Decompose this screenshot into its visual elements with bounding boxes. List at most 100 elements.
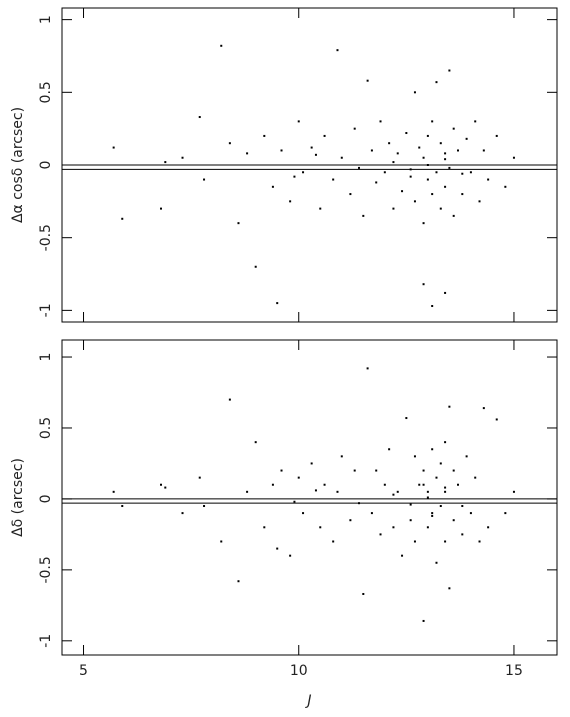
y-tick-label: 1 bbox=[38, 353, 54, 362]
point bbox=[112, 490, 115, 493]
point bbox=[482, 149, 485, 152]
point bbox=[426, 178, 429, 181]
point bbox=[478, 200, 481, 203]
point bbox=[439, 207, 442, 210]
point bbox=[237, 222, 240, 225]
point bbox=[413, 91, 416, 94]
point bbox=[413, 455, 416, 458]
point bbox=[332, 178, 335, 181]
point bbox=[474, 476, 477, 479]
point bbox=[444, 152, 447, 155]
point bbox=[478, 540, 481, 543]
point bbox=[418, 146, 421, 149]
point bbox=[409, 519, 412, 522]
point bbox=[435, 81, 438, 84]
point bbox=[181, 512, 184, 515]
point bbox=[504, 185, 507, 188]
point bbox=[362, 214, 365, 217]
point bbox=[431, 448, 434, 451]
point bbox=[431, 305, 434, 308]
point bbox=[418, 483, 421, 486]
point bbox=[203, 178, 206, 181]
y-tick-label: 0 bbox=[38, 161, 54, 170]
point bbox=[444, 441, 447, 444]
point bbox=[228, 142, 231, 145]
x-tick-label: 15 bbox=[505, 663, 523, 679]
point bbox=[383, 483, 386, 486]
point bbox=[461, 172, 464, 175]
point bbox=[254, 265, 257, 268]
x-tick-label: 10 bbox=[290, 663, 308, 679]
point bbox=[431, 193, 434, 196]
point bbox=[160, 207, 162, 210]
point bbox=[431, 512, 434, 515]
point bbox=[302, 171, 305, 174]
point bbox=[444, 490, 447, 493]
point bbox=[358, 166, 360, 169]
point bbox=[276, 547, 279, 550]
point bbox=[314, 153, 317, 156]
point bbox=[465, 137, 468, 140]
point bbox=[465, 455, 468, 458]
point bbox=[332, 540, 335, 543]
point bbox=[271, 483, 274, 486]
point bbox=[435, 561, 438, 564]
point bbox=[461, 505, 464, 508]
point bbox=[263, 526, 266, 529]
point bbox=[426, 490, 429, 493]
point bbox=[422, 156, 425, 159]
point bbox=[319, 207, 322, 210]
y-tick-label: 1 bbox=[38, 15, 54, 24]
point bbox=[422, 619, 425, 622]
point bbox=[340, 156, 343, 159]
point bbox=[452, 214, 455, 217]
point bbox=[452, 469, 455, 472]
point bbox=[396, 152, 399, 155]
point bbox=[203, 505, 206, 508]
point bbox=[392, 207, 395, 210]
y-tick-label: 0.5 bbox=[38, 417, 54, 439]
point bbox=[370, 149, 373, 152]
point bbox=[448, 69, 451, 72]
point bbox=[112, 146, 115, 149]
point bbox=[228, 398, 231, 401]
point bbox=[353, 127, 356, 130]
point bbox=[388, 448, 391, 451]
point bbox=[246, 490, 249, 493]
point bbox=[392, 526, 395, 529]
point bbox=[448, 405, 451, 408]
point bbox=[495, 134, 498, 137]
point bbox=[444, 185, 447, 188]
point bbox=[426, 134, 429, 137]
point bbox=[439, 142, 442, 145]
point bbox=[297, 476, 300, 479]
point bbox=[444, 540, 447, 543]
point bbox=[409, 503, 412, 506]
point bbox=[246, 152, 249, 155]
point bbox=[409, 175, 412, 178]
panel: -1 -0.5 0 0.5 1 Δα cosδ (arcsec) bbox=[10, 7, 558, 323]
point bbox=[310, 462, 313, 465]
point bbox=[405, 417, 408, 420]
point bbox=[164, 486, 167, 489]
point bbox=[422, 222, 425, 225]
point bbox=[319, 526, 322, 529]
point bbox=[422, 483, 425, 486]
point bbox=[254, 441, 257, 444]
point bbox=[448, 166, 451, 169]
point bbox=[444, 486, 447, 489]
point bbox=[405, 132, 408, 135]
point bbox=[469, 512, 472, 515]
point bbox=[263, 134, 266, 137]
point bbox=[220, 540, 223, 543]
y-axis-label: Δα cosδ (arcsec) bbox=[10, 107, 26, 223]
point bbox=[431, 514, 434, 517]
point bbox=[349, 193, 352, 196]
point bbox=[396, 490, 399, 493]
point bbox=[448, 587, 451, 590]
point bbox=[512, 156, 515, 159]
point bbox=[293, 175, 296, 178]
point bbox=[379, 120, 382, 123]
point bbox=[366, 367, 369, 370]
